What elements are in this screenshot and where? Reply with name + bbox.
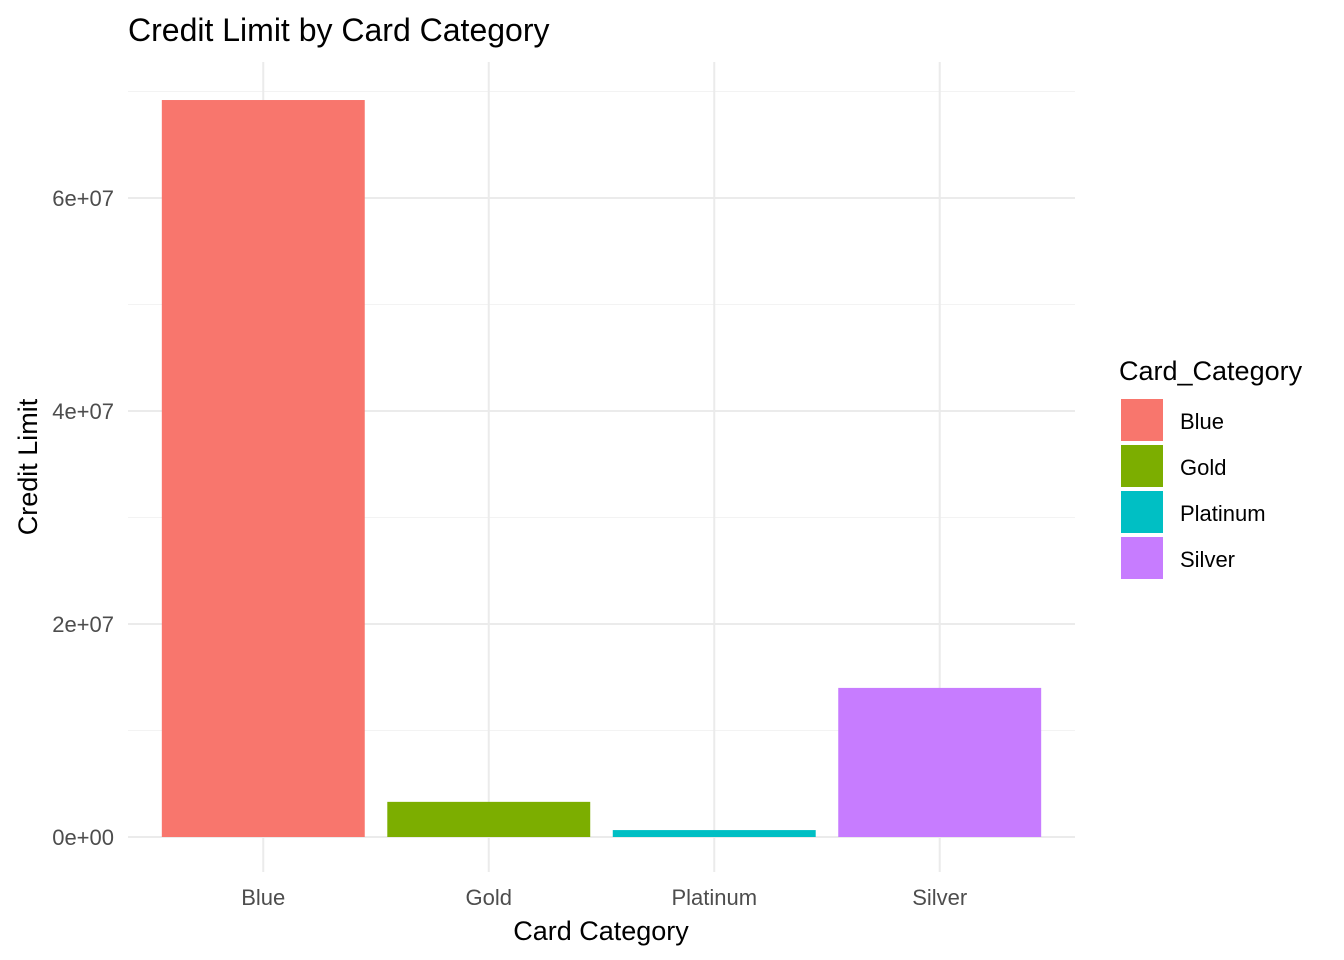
legend-title: Card_Category: [1119, 356, 1303, 386]
bar-blue: [161, 100, 365, 837]
chart-title: Credit Limit by Card Category: [128, 12, 549, 48]
legend-key-blue: [1121, 399, 1163, 441]
y-tick-label: 0e+00: [52, 825, 114, 850]
bar-silver: [838, 687, 1042, 837]
x-tick-label: Blue: [241, 885, 285, 910]
x-tick-label: Gold: [466, 885, 512, 910]
bar-platinum: [612, 830, 816, 837]
legend-label: Blue: [1180, 409, 1224, 434]
legend-key-platinum: [1121, 491, 1163, 533]
y-tick-label: 6e+07: [52, 186, 114, 211]
x-tick-label: Silver: [912, 885, 967, 910]
y-tick-label: 2e+07: [52, 612, 114, 637]
legend-label: Platinum: [1180, 501, 1266, 526]
y-axis-title: Credit Limit: [13, 398, 43, 535]
legend-label: Gold: [1180, 455, 1226, 480]
y-tick-label: 4e+07: [52, 399, 114, 424]
y-axis-ticks: 0e+00 2e+07 4e+07 6e+07: [52, 186, 114, 850]
x-axis-ticks: Blue Gold Platinum Silver: [241, 885, 967, 910]
x-axis-title: Card Category: [513, 916, 689, 946]
bars: [161, 100, 1042, 837]
bar-gold: [387, 801, 591, 837]
legend-key-silver: [1121, 537, 1163, 579]
legend: Card_Category Blue Gold Platinum Silver: [1119, 356, 1303, 579]
legend-key-gold: [1121, 445, 1163, 487]
legend-label: Silver: [1180, 547, 1235, 572]
x-tick-label: Platinum: [671, 885, 757, 910]
